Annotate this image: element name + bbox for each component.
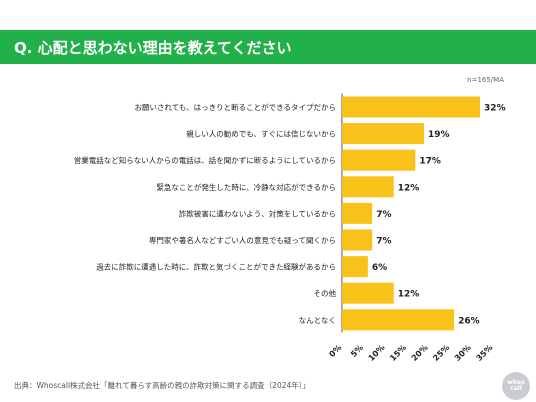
x-tick-label: 35% <box>475 343 495 363</box>
bar <box>342 256 368 278</box>
logo-line-1: whos <box>507 379 525 386</box>
logo-line-2: call <box>510 385 522 392</box>
bar <box>342 176 394 198</box>
value-label: 12% <box>398 183 420 193</box>
category-label: 過去に詐欺に遭遇した時に、詐欺と気づくことができた経験があるから <box>96 262 336 272</box>
category-label: 専門家や著名人などすごい人の意見でも疑って聞くから <box>149 235 336 245</box>
category-label: 詐欺被害に遭わないよう、対策をしているから <box>179 208 336 218</box>
value-label: 32% <box>484 104 506 114</box>
category-label: その他 <box>314 288 337 298</box>
x-tick-label: 20% <box>410 343 430 363</box>
chart-title: Q. 心配と思わない理由を教えてください <box>14 38 292 57</box>
value-label: 7% <box>376 237 391 247</box>
category-label: なんとなく <box>299 316 336 325</box>
bar <box>342 202 373 224</box>
value-label: 12% <box>398 290 420 300</box>
value-label: 6% <box>372 263 387 273</box>
value-label: 7% <box>376 210 391 220</box>
title-bar: Q. 心配と思わない理由を教えてください <box>0 30 536 64</box>
bar <box>342 282 394 304</box>
x-tick-label: 10% <box>367 343 387 363</box>
bar <box>342 229 373 251</box>
category-label: 親しい人の勧めでも、すぐには信じないから <box>186 129 336 139</box>
x-tick-label: 15% <box>388 343 408 363</box>
category-label: お願いされても、はっきりと断ることができるタイプだから <box>134 102 336 112</box>
whoscall-logo: whos call <box>502 372 530 400</box>
category-label: 営業電話など知らない人からの電話は、話を聞かずに断るようにしているから <box>74 155 336 165</box>
x-tick-label: 0% <box>327 343 343 359</box>
value-label: 19% <box>428 130 450 140</box>
bar <box>342 149 416 171</box>
category-label: 緊急なことが発生した時に、冷静な対応ができるから <box>156 182 336 192</box>
bar <box>342 309 455 331</box>
value-label: 26% <box>458 316 480 326</box>
x-tick-label: 5% <box>349 343 365 359</box>
sample-size-note: n=165/MA <box>467 76 504 84</box>
x-tick-label: 30% <box>453 343 473 363</box>
bar <box>342 123 424 145</box>
x-tick-label: 25% <box>431 343 451 363</box>
source-note: 出典：Whoscall株式会社「離れて暮らす高齢の親の詐欺対策に関する調査（20… <box>14 381 311 390</box>
value-label: 17% <box>419 157 441 167</box>
bar <box>342 96 481 118</box>
